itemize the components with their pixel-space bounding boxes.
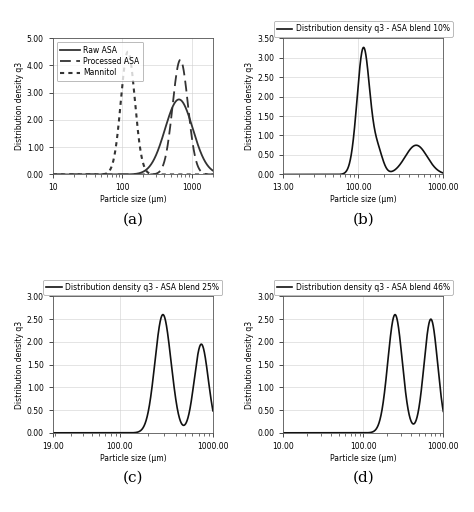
Legend: Raw ASA, Processed ASA, Mannitol: Raw ASA, Processed ASA, Mannitol bbox=[56, 42, 144, 81]
Y-axis label: Distribution density q3: Distribution density q3 bbox=[15, 321, 24, 409]
Text: (b): (b) bbox=[352, 212, 374, 227]
X-axis label: Particle size (μm): Particle size (μm) bbox=[100, 195, 166, 204]
Legend: Distribution density q3 - ASA blend 10%: Distribution density q3 - ASA blend 10% bbox=[273, 22, 453, 36]
Text: (d): (d) bbox=[352, 471, 374, 485]
Y-axis label: Distribution density q3: Distribution density q3 bbox=[246, 62, 255, 151]
Text: (c): (c) bbox=[123, 471, 143, 485]
X-axis label: Particle size (μm): Particle size (μm) bbox=[330, 195, 397, 204]
Y-axis label: Distribution density q3: Distribution density q3 bbox=[246, 321, 255, 409]
Legend: Distribution density q3 - ASA blend 46%: Distribution density q3 - ASA blend 46% bbox=[273, 280, 453, 295]
Y-axis label: Distribution density q3: Distribution density q3 bbox=[15, 62, 24, 151]
Legend: Distribution density q3 - ASA blend 25%: Distribution density q3 - ASA blend 25% bbox=[43, 280, 222, 295]
X-axis label: Particle size (μm): Particle size (μm) bbox=[330, 454, 397, 463]
Text: (a): (a) bbox=[122, 212, 143, 227]
X-axis label: Particle size (μm): Particle size (μm) bbox=[100, 454, 166, 463]
